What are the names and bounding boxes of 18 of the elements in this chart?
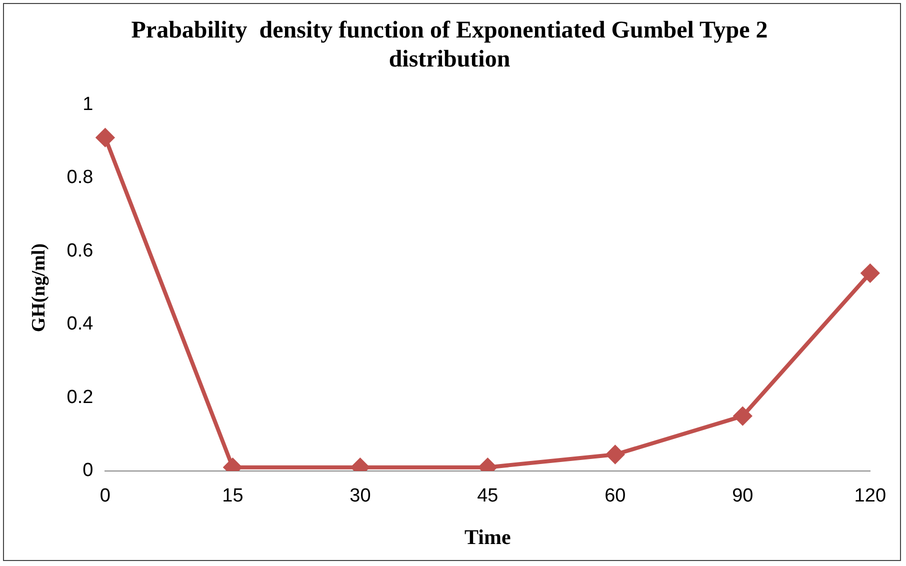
x-tick-label: 15 [222, 486, 244, 507]
y-axis-title: GH(ng/ml) [28, 243, 50, 332]
x-axis-title: Time [464, 524, 511, 549]
y-tick-label: 1 [82, 94, 94, 115]
x-tick-label: 0 [100, 486, 110, 507]
x-tick-label: 30 [350, 486, 371, 507]
point [96, 128, 114, 147]
y-tick-label: 0 [82, 460, 94, 482]
y-tick-label: 0.4 [66, 314, 94, 335]
x-tick-label: 60 [604, 486, 626, 507]
x-tick-label: 120 [854, 486, 886, 507]
point [861, 264, 880, 282]
y-tick-label: 0.6 [66, 240, 94, 262]
chart-title: Prabability density function of Exponentiated Gumbel Type 2 distribution [131, 18, 768, 72]
y-tick-label: 0.2 [66, 386, 94, 408]
y-tick-label: 0.8 [66, 167, 94, 188]
x-tick-label: 45 [477, 486, 498, 507]
x-tick-label: 90 [732, 486, 754, 507]
